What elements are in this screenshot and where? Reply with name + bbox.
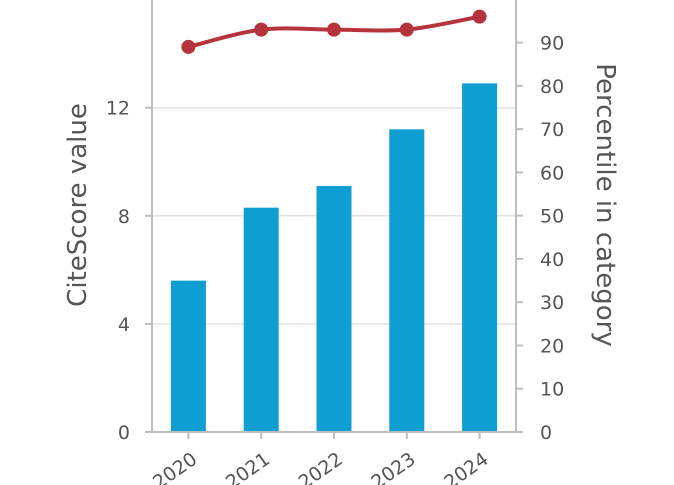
y2-tick-label-80: 80 <box>540 76 564 98</box>
y-tick-label-8: 8 <box>118 206 130 228</box>
y2-tick-label-30: 30 <box>540 292 564 314</box>
y2-tick-label-90: 90 <box>540 33 564 55</box>
right-tick-labels: 0 10 20 30 40 50 60 70 80 90 <box>540 33 564 444</box>
y-axis-title: CiteScore value <box>63 103 93 307</box>
point-2022 <box>327 22 341 37</box>
bar-2024 <box>462 83 498 432</box>
bar-2021 <box>243 207 279 432</box>
x-tick-label-2020: 2020 <box>149 448 201 485</box>
x-tick-label-2021: 2021 <box>222 448 274 485</box>
y2-tick-label-10: 10 <box>540 379 564 401</box>
x-tick-labels: 2020 2021 2022 2023 2024 <box>149 448 492 485</box>
y2-tick-label-40: 40 <box>540 249 564 271</box>
x-tick-label-2023: 2023 <box>367 448 419 485</box>
y2-tick-label-0: 0 <box>540 422 552 444</box>
y2-tick-label-50: 50 <box>540 206 564 228</box>
y2-tick-label-60: 60 <box>540 162 564 184</box>
y-tick-label-12: 12 <box>106 98 130 120</box>
point-2024 <box>472 9 487 24</box>
bar-2022 <box>316 186 352 432</box>
plot-frame <box>145 0 523 439</box>
point-2023 <box>399 22 414 37</box>
y2-axis-title: Percentile in category <box>590 63 620 346</box>
left-tick-labels: 0 4 8 12 <box>106 98 130 444</box>
y-tick-label-4: 4 <box>118 314 130 336</box>
bar-series <box>170 83 498 432</box>
line-series <box>181 9 487 54</box>
bar-2020 <box>170 280 206 432</box>
x-tick-label-2022: 2022 <box>295 448 347 485</box>
point-2021 <box>254 22 269 37</box>
y2-tick-label-70: 70 <box>540 119 564 141</box>
x-tick-label-2024: 2024 <box>440 448 492 485</box>
y2-tick-label-20: 20 <box>540 335 564 357</box>
bar-2023 <box>389 129 425 432</box>
point-2020 <box>181 39 196 54</box>
y-tick-label-0: 0 <box>118 422 130 444</box>
